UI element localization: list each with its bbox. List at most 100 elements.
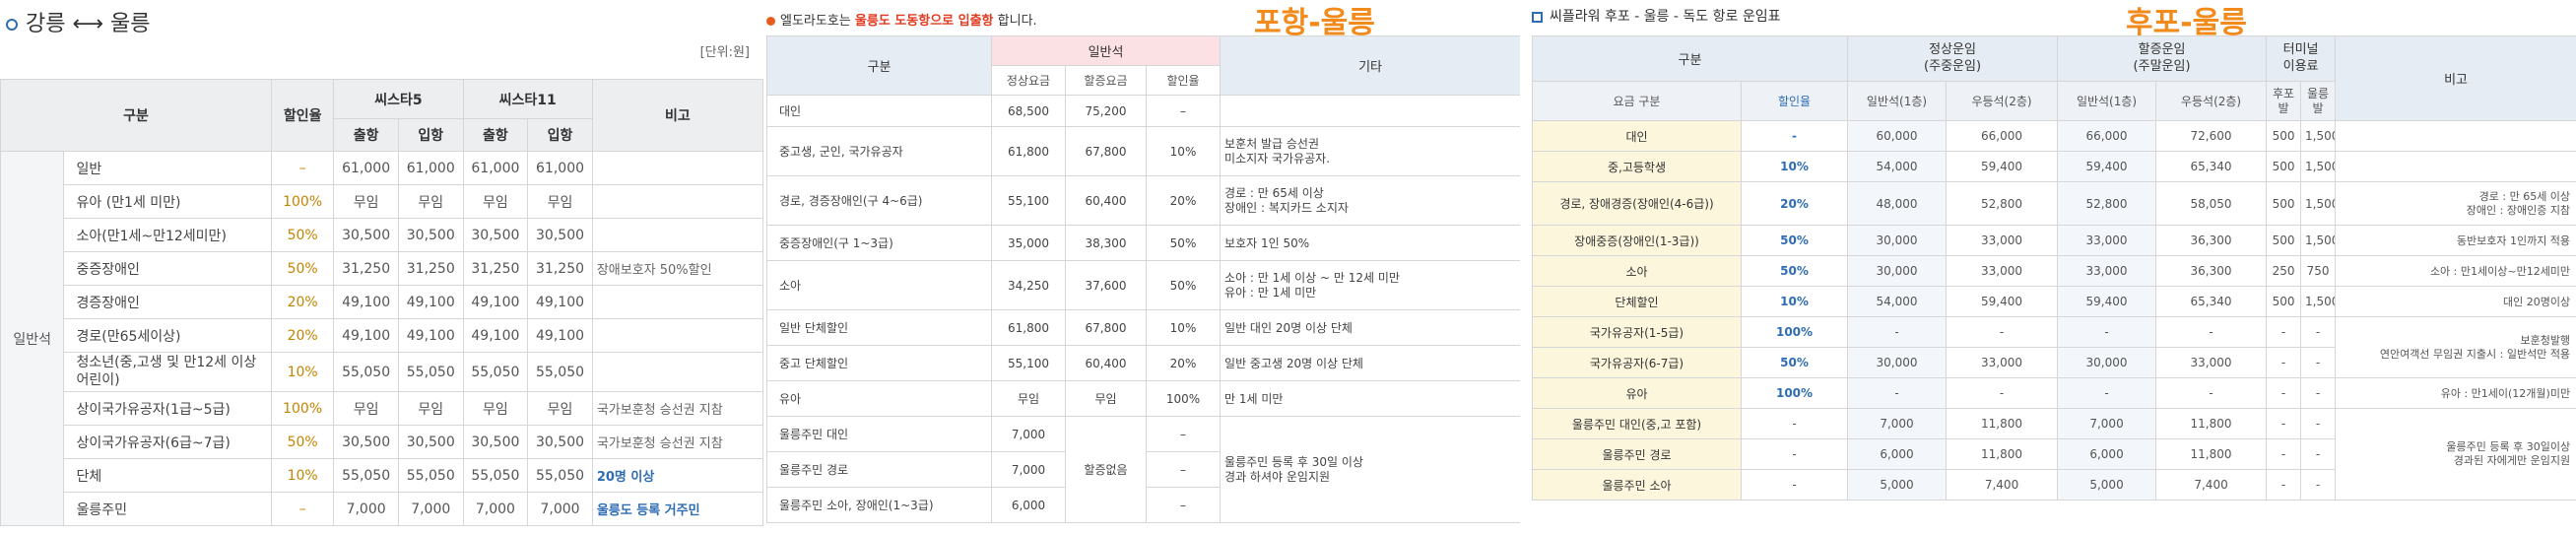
fare-value: 30,500 <box>333 425 399 459</box>
fare-value: 11,800 <box>1946 408 2059 439</box>
fare-note: 유아 : 만1세이(12개월)미만 <box>2335 377 2576 409</box>
regular-fare: 7,000 <box>991 451 1066 488</box>
fare-note: 경로 : 만 65세 이상 장애인 : 복지카드 소지자 <box>1220 175 1520 226</box>
fare-note: 국가보훈청 승선권 지참 <box>591 391 763 426</box>
header-hupo-departure: 후포 발 <box>2266 81 2302 121</box>
fare-value: 49,100 <box>397 318 464 353</box>
discount-rate: 20% <box>1145 175 1222 226</box>
terminal-fee: 1,500 <box>2300 181 2337 226</box>
fare-category: 울릉주민 경로 <box>1532 438 1742 470</box>
hupo-fare-panel: 씨플라워 후포 - 울릉 - 독도 항로 운임표 후포-울릉 구분 정상운임 (… <box>1532 0 2576 534</box>
fare-category: 경로, 장애경증(장애인(4-6급)) <box>1532 181 1742 226</box>
fare-value: 72,600 <box>2155 120 2268 152</box>
discount-rate: 100% <box>270 184 335 219</box>
header-general-seat: 일반석(1층) <box>2057 81 2157 121</box>
terminal-fee: - <box>2300 469 2337 501</box>
discount-rate: 20% <box>1145 345 1222 381</box>
fare-note <box>591 151 763 185</box>
table-row: 유아 무임 무임 100% 만 1세 미만 <box>766 380 1520 417</box>
fare-category: 경로, 경증장애인(구 4~6급) <box>766 175 992 226</box>
table-row: 경로, 장애경증(장애인(4-6급)) 20% 48,000 52,800 52… <box>1532 181 2576 226</box>
fare-category: 일반 <box>63 151 272 185</box>
regular-fare: 61,800 <box>991 309 1066 346</box>
header-seastar11: 씨스타11 <box>462 79 593 119</box>
fare-value: 66,000 <box>2057 120 2157 152</box>
table-row: 대인 - 60,000 66,000 66,000 72,600 500 1,5… <box>1532 120 2576 152</box>
gangneung-fare-table: 구분 할인율 씨스타5 씨스타11 비고 출항 입항 출항 입항 일반석 일반 … <box>0 79 763 526</box>
fare-category: 울릉주민 소아, 장애인(1~3급) <box>766 487 992 523</box>
fare-value: 11,800 <box>2155 438 2268 470</box>
table-row: 울릉주민 경로 - 6,000 11,800 6,000 11,800 - - <box>1532 438 2576 470</box>
surcharge-fare: 할증없음 <box>1065 416 1147 523</box>
table-row: 중증장애인(구 1~3급) 35,000 38,300 50% 보호자 1인 5… <box>766 225 1520 261</box>
discount-rate: 50% <box>270 218 335 252</box>
fare-category: 대인 <box>766 95 992 127</box>
fare-value: 54,000 <box>1847 286 1948 317</box>
terminal-fee: - <box>2266 408 2302 439</box>
table-row: 장애중증(장애인(1-3급)) 50% 30,000 33,000 33,000… <box>1532 225 2576 256</box>
pohang-fare-panel: 엘도라도호는 울릉도 도동항으로 입출항 합니다. 포항-울릉 구분 일반석 기… <box>766 0 1520 534</box>
fare-value: 59,400 <box>2057 151 2157 182</box>
fare-note <box>591 285 763 319</box>
fare-value: 61,000 <box>527 151 593 185</box>
fare-category: 소아 <box>1532 255 1742 287</box>
terminal-fee: - <box>2300 438 2337 470</box>
fare-note <box>2335 151 2576 182</box>
fare-value: 30,500 <box>462 218 529 252</box>
regular-fare: 34,250 <box>991 260 1066 310</box>
terminal-fee: 500 <box>2266 181 2302 226</box>
table-row: 경증장애인 20% 49,100 49,100 49,100 49,100 <box>1 285 763 319</box>
fare-value: - <box>2057 316 2157 348</box>
fare-value: 30,500 <box>397 425 464 459</box>
terminal-fee: - <box>2266 438 2302 470</box>
discount-rate: – <box>1145 416 1222 452</box>
fare-note: 소아 : 만 1세 이상 ~ 만 12세 미만 유아 : 만 1세 미만 <box>1220 260 1520 310</box>
header-surcharge-fare: 할증요금 <box>1065 65 1147 96</box>
fare-value: 7,000 <box>397 492 464 526</box>
regular-fare: 55,100 <box>991 175 1066 226</box>
fare-value: 36,300 <box>2155 225 2268 256</box>
fare-note: 대인 20명이상 <box>2335 286 2576 317</box>
table-row: 울릉주민 소아 - 5,000 7,400 5,000 7,400 - - <box>1532 469 2576 501</box>
fare-note-text: 울릉주민 등록 후 30일 이상 경과 하셔야 운임지원 <box>1224 454 1363 484</box>
header-category: 구분 <box>1532 35 1849 82</box>
fare-note: 소아 : 만1세이상~만12세미만 <box>2335 255 2576 287</box>
fare-value: 5,000 <box>2057 469 2157 501</box>
fare-value: 7,000 <box>1847 408 1948 439</box>
table-row: 청소년(중,고생 및 만12세 이상 어린이) 10% 55,050 55,05… <box>1 352 763 392</box>
fare-note-text: 경로 : 만 65세 이상 장애인 : 복지카드 소지자 <box>1224 185 1349 215</box>
fare-note <box>2335 120 2576 152</box>
fare-category: 울릉주민 대인 <box>766 416 992 452</box>
fare-value: 무임 <box>397 184 464 219</box>
seat-group-label: 일반석 <box>0 151 65 526</box>
regular-fare: 55,100 <box>991 345 1066 381</box>
fare-value: 7,000 <box>527 492 593 526</box>
fare-value: 55,050 <box>462 458 529 493</box>
fare-note: 울릉도 등록 거주민 <box>591 492 763 526</box>
fare-value: 55,050 <box>397 458 464 493</box>
header-discount: 할인율 <box>1740 81 1849 121</box>
discount-rate: – <box>1145 95 1222 127</box>
fare-category: 상이국가유공자(6급~7급) <box>63 425 272 459</box>
header-inbound: 입항 <box>527 118 593 152</box>
pohang-header: 엘도라도호는 울릉도 도동항으로 입출항 합니다. 포항-울릉 <box>766 0 1520 40</box>
fare-value: 30,500 <box>527 218 593 252</box>
hupo-header: 씨플라워 후포 - 울릉 - 독도 항로 운임표 후포-울릉 <box>1532 0 2576 40</box>
discount-rate: – <box>270 492 335 526</box>
discount-rate: - <box>1740 438 1849 470</box>
fare-value: 6,000 <box>2057 438 2157 470</box>
table-row: 중증장애인 50% 31,250 31,250 31,250 31,250 장애… <box>1 251 763 286</box>
fare-value: 49,100 <box>527 318 593 353</box>
fare-category: 울릉주민 대인(중,고 포함) <box>1532 408 1742 439</box>
header-ulleung-departure: 울릉 발 <box>2300 81 2337 121</box>
discount-rate: 100% <box>270 391 335 426</box>
fare-value: 36,300 <box>2155 255 2268 287</box>
surcharge-fare: 38,300 <box>1065 225 1147 261</box>
table-row: 소아(만1세~만12세미만) 50% 30,500 30,500 30,500 … <box>1 218 763 252</box>
fare-value: 61,000 <box>397 151 464 185</box>
surcharge-fare: 67,800 <box>1065 309 1147 346</box>
fare-value: 7,000 <box>462 492 529 526</box>
terminal-fee: 1,500 <box>2300 120 2337 152</box>
header-discount: 할인율 <box>270 79 335 152</box>
header-seastar5: 씨스타5 <box>333 79 464 119</box>
